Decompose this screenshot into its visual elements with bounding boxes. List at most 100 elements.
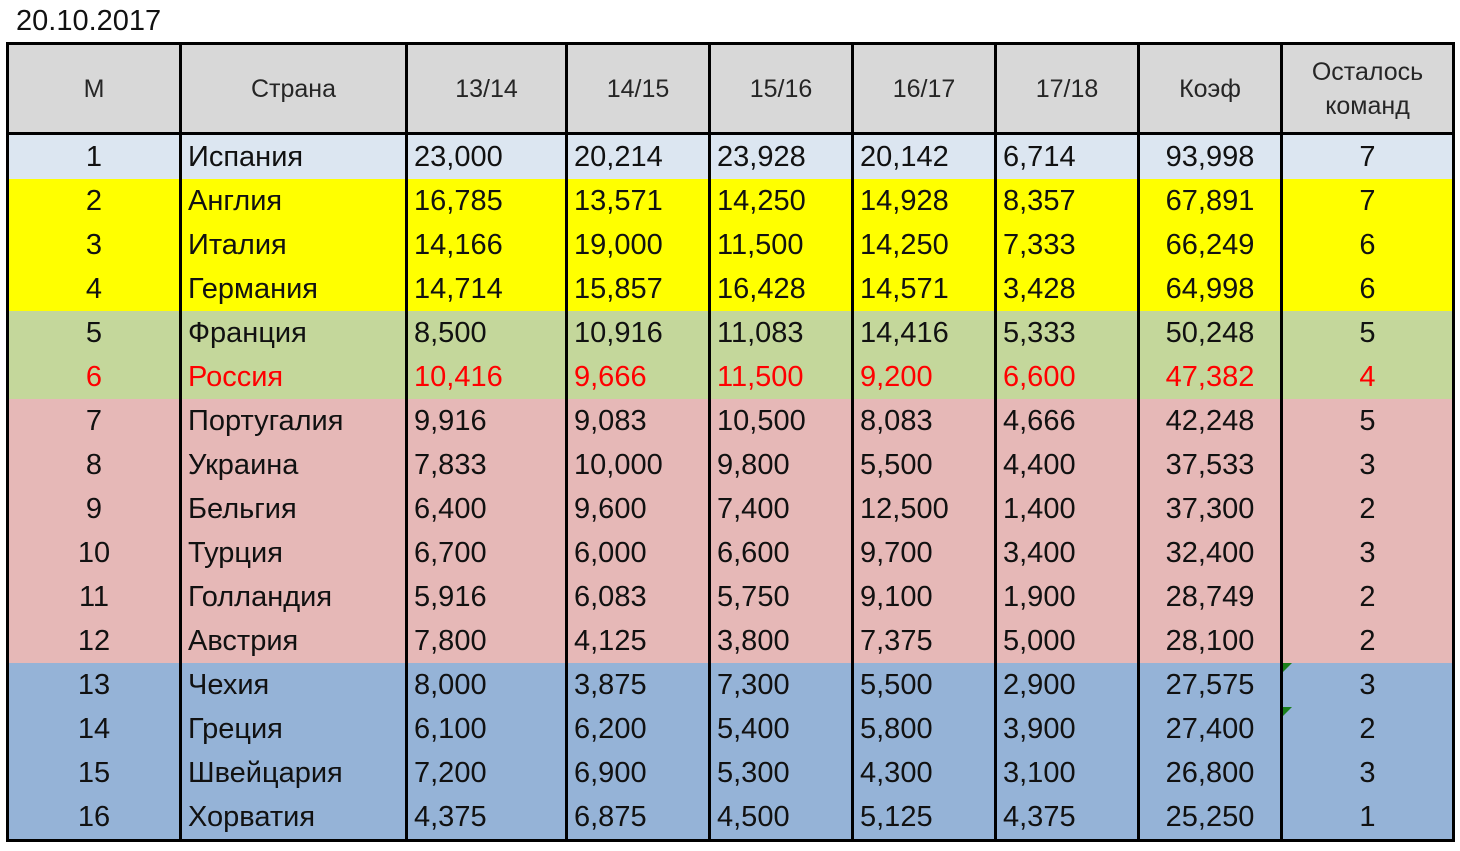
cell-country[interactable]: Испания — [179, 133, 407, 179]
cell-season-1516[interactable]: 11,500 — [708, 355, 853, 399]
header-season-1314[interactable]: 13/14 — [405, 43, 567, 135]
cell-rank[interactable]: 3 — [7, 223, 181, 267]
cell-season-1314[interactable]: 9,916 — [405, 399, 567, 443]
cell-coef[interactable]: 93,998 — [1137, 133, 1282, 179]
cell-teams-left[interactable]: 3 — [1280, 663, 1454, 707]
cell-season-1516[interactable]: 3,800 — [708, 619, 853, 663]
header-country[interactable]: Страна — [179, 43, 407, 135]
cell-season-1617[interactable]: 5,800 — [851, 707, 996, 751]
cell-season-1718[interactable]: 6,714 — [994, 133, 1139, 179]
cell-season-1718[interactable]: 1,400 — [994, 487, 1139, 531]
cell-season-1516[interactable]: 14,250 — [708, 179, 853, 223]
cell-season-1718[interactable]: 7,333 — [994, 223, 1139, 267]
cell-season-1516[interactable]: 10,500 — [708, 399, 853, 443]
cell-season-1718[interactable]: 5,333 — [994, 311, 1139, 355]
cell-season-1516[interactable]: 16,428 — [708, 267, 853, 311]
cell-teams-left[interactable]: 3 — [1280, 531, 1454, 575]
cell-season-1718[interactable]: 4,666 — [994, 399, 1139, 443]
cell-season-1718[interactable]: 5,000 — [994, 619, 1139, 663]
cell-country[interactable]: Хорватия — [179, 795, 407, 841]
cell-season-1516[interactable]: 5,400 — [708, 707, 853, 751]
cell-teams-left[interactable]: 7 — [1280, 179, 1454, 223]
cell-country[interactable]: Франция — [179, 311, 407, 355]
cell-country[interactable]: Греция — [179, 707, 407, 751]
cell-country[interactable]: Италия — [179, 223, 407, 267]
cell-season-1415[interactable]: 9,600 — [565, 487, 710, 531]
cell-country[interactable]: Португалия — [179, 399, 407, 443]
cell-season-1314[interactable]: 8,500 — [405, 311, 567, 355]
header-m[interactable]: М — [7, 43, 181, 135]
cell-season-1718[interactable]: 6,600 — [994, 355, 1139, 399]
cell-country[interactable]: Англия — [179, 179, 407, 223]
cell-rank[interactable]: 10 — [7, 531, 181, 575]
cell-season-1718[interactable]: 3,428 — [994, 267, 1139, 311]
cell-coef[interactable]: 50,248 — [1137, 311, 1282, 355]
cell-coef[interactable]: 47,382 — [1137, 355, 1282, 399]
cell-coef[interactable]: 28,749 — [1137, 575, 1282, 619]
cell-season-1516[interactable]: 5,300 — [708, 751, 853, 795]
cell-season-1415[interactable]: 6,900 — [565, 751, 710, 795]
cell-season-1415[interactable]: 13,571 — [565, 179, 710, 223]
cell-coef[interactable]: 25,250 — [1137, 795, 1282, 841]
cell-season-1516[interactable]: 11,083 — [708, 311, 853, 355]
cell-season-1516[interactable]: 7,300 — [708, 663, 853, 707]
cell-season-1415[interactable]: 6,875 — [565, 795, 710, 841]
cell-country[interactable]: Австрия — [179, 619, 407, 663]
header-season-1516[interactable]: 15/16 — [708, 43, 853, 135]
cell-teams-left[interactable]: 6 — [1280, 223, 1454, 267]
cell-rank[interactable]: 16 — [7, 795, 181, 841]
cell-season-1314[interactable]: 7,200 — [405, 751, 567, 795]
cell-coef[interactable]: 42,248 — [1137, 399, 1282, 443]
cell-season-1617[interactable]: 14,928 — [851, 179, 996, 223]
cell-season-1516[interactable]: 7,400 — [708, 487, 853, 531]
cell-season-1314[interactable]: 14,714 — [405, 267, 567, 311]
cell-teams-left[interactable]: 1 — [1280, 795, 1454, 841]
cell-teams-left[interactable]: 3 — [1280, 751, 1454, 795]
cell-season-1516[interactable]: 23,928 — [708, 133, 853, 179]
cell-country[interactable]: Бельгия — [179, 487, 407, 531]
cell-rank[interactable]: 8 — [7, 443, 181, 487]
cell-season-1415[interactable]: 6,083 — [565, 575, 710, 619]
cell-country[interactable]: Чехия — [179, 663, 407, 707]
cell-season-1617[interactable]: 5,125 — [851, 795, 996, 841]
cell-season-1314[interactable]: 6,700 — [405, 531, 567, 575]
cell-season-1415[interactable]: 6,200 — [565, 707, 710, 751]
cell-coef[interactable]: 37,300 — [1137, 487, 1282, 531]
header-teams-left[interactable]: Осталось команд — [1280, 43, 1454, 135]
cell-season-1617[interactable]: 14,571 — [851, 267, 996, 311]
cell-season-1718[interactable]: 8,357 — [994, 179, 1139, 223]
cell-season-1415[interactable]: 15,857 — [565, 267, 710, 311]
cell-season-1415[interactable]: 4,125 — [565, 619, 710, 663]
cell-rank[interactable]: 11 — [7, 575, 181, 619]
cell-season-1415[interactable]: 6,000 — [565, 531, 710, 575]
cell-season-1718[interactable]: 3,900 — [994, 707, 1139, 751]
cell-rank[interactable]: 15 — [7, 751, 181, 795]
cell-country[interactable]: Голландия — [179, 575, 407, 619]
cell-teams-left[interactable]: 5 — [1280, 311, 1454, 355]
cell-season-1718[interactable]: 3,400 — [994, 531, 1139, 575]
cell-season-1415[interactable]: 10,916 — [565, 311, 710, 355]
cell-season-1617[interactable]: 9,700 — [851, 531, 996, 575]
cell-rank[interactable]: 14 — [7, 707, 181, 751]
cell-teams-left[interactable]: 6 — [1280, 267, 1454, 311]
cell-season-1314[interactable]: 23,000 — [405, 133, 567, 179]
header-season-1415[interactable]: 14/15 — [565, 43, 710, 135]
cell-season-1617[interactable]: 20,142 — [851, 133, 996, 179]
cell-rank[interactable]: 5 — [7, 311, 181, 355]
cell-season-1314[interactable]: 5,916 — [405, 575, 567, 619]
cell-season-1617[interactable]: 12,500 — [851, 487, 996, 531]
cell-season-1617[interactable]: 7,375 — [851, 619, 996, 663]
cell-season-1718[interactable]: 4,400 — [994, 443, 1139, 487]
cell-rank[interactable]: 12 — [7, 619, 181, 663]
cell-season-1617[interactable]: 14,250 — [851, 223, 996, 267]
cell-teams-left[interactable]: 2 — [1280, 487, 1454, 531]
cell-coef[interactable]: 28,100 — [1137, 619, 1282, 663]
cell-coef[interactable]: 26,800 — [1137, 751, 1282, 795]
cell-season-1415[interactable]: 19,000 — [565, 223, 710, 267]
cell-teams-left[interactable]: 5 — [1280, 399, 1454, 443]
cell-season-1314[interactable]: 7,833 — [405, 443, 567, 487]
cell-teams-left[interactable]: 2 — [1280, 575, 1454, 619]
cell-country[interactable]: Турция — [179, 531, 407, 575]
cell-season-1718[interactable]: 2,900 — [994, 663, 1139, 707]
cell-season-1314[interactable]: 4,375 — [405, 795, 567, 841]
